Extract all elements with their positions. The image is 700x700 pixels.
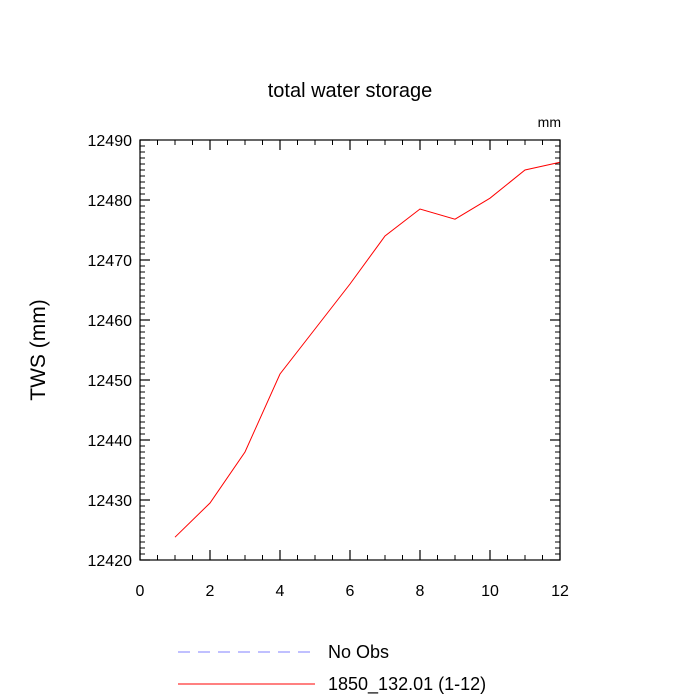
x-tick-labels: 0 2 4 6 8 10 12 — [136, 583, 569, 600]
x-tick-label: 2 — [206, 583, 215, 600]
plot-lines — [174, 161, 561, 538]
units-label: mm — [538, 114, 561, 130]
x-tick-label: 0 — [136, 583, 145, 600]
x-tick-label: 10 — [481, 583, 499, 600]
y-tick-label: 12440 — [88, 433, 133, 450]
y-tick-label: 12430 — [88, 493, 133, 510]
x-tick-label: 4 — [276, 583, 285, 600]
x-tick-label: 12 — [551, 583, 569, 600]
y-tick-label: 12490 — [88, 133, 133, 150]
major-ticks — [139, 139, 561, 561]
y-axis-label: TWS (mm) — [27, 299, 50, 400]
legend: No Obs 1850_132.01 (1-12) — [178, 642, 486, 695]
y-tick-label: 12480 — [88, 193, 133, 210]
legend-label-1: 1850_132.01 (1-12) — [328, 674, 486, 695]
y-tick-label: 12470 — [88, 253, 133, 270]
minor-ticks — [140, 140, 560, 560]
y-tick-label: 12450 — [88, 373, 133, 390]
chart-title: total water storage — [268, 80, 433, 102]
x-tick-label: 6 — [346, 583, 355, 600]
plot-frame — [139, 139, 561, 561]
y-tick-labels: 12420 12430 12440 12450 12460 12470 12480 12490 — [88, 133, 133, 570]
legend-label-0: No Obs — [328, 642, 389, 662]
y-tick-label: 12420 — [88, 553, 133, 570]
x-tick-label: 8 — [416, 583, 425, 600]
y-tick-label: 12460 — [88, 313, 133, 330]
series-line-1 — [174, 161, 561, 538]
